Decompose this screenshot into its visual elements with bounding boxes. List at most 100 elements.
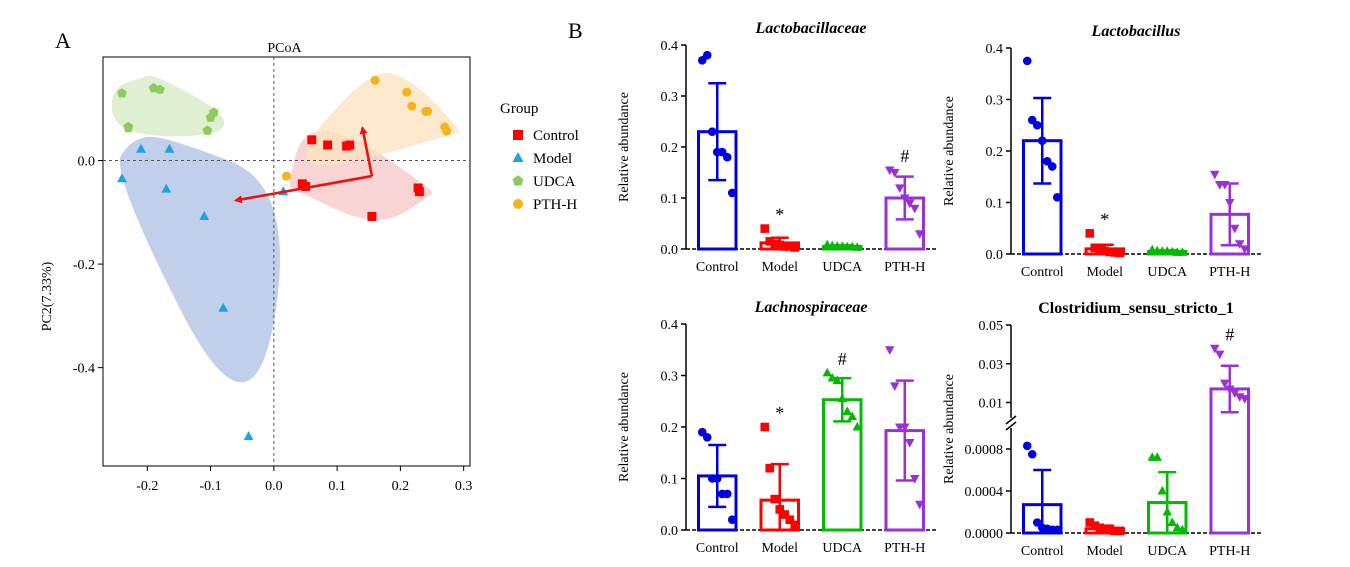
point-control [307,135,317,145]
data-point-pth-h [1215,350,1225,360]
y-tick-label: 0.0004 [965,485,1004,500]
significance-mark-model: * [1100,209,1109,229]
y-axis-label: PC2(7.33%) [40,261,55,331]
legend-marker-model [512,152,524,162]
bar-chart-clostridium: 0.0000 0.0004 0.0008 0.01 0.03 0.05 Control Mod… [942,300,1261,559]
bar-chart-lachnospiraceae: 0.0 0.1 0.2 0.3 0.4 Control Model * UDCA # PTH-H La… [617,299,936,556]
point-udca [123,122,134,133]
x-tick-label-pth-h: PTH-H [884,541,925,556]
data-point-model [1105,525,1115,535]
data-point-control [722,489,732,499]
panel-label-b: B [568,18,583,43]
data-point-control [722,152,732,162]
data-point-control [707,127,717,136]
x-tick-label-pth-h: PTH-H [1209,544,1250,559]
data-point-pth-h [1220,379,1230,389]
data-point-control [1047,162,1057,171]
y-tick-label: 0.4 [986,42,1004,57]
data-point-model [765,237,775,246]
y-tick-label: 0.0008 [965,443,1004,458]
data-point-model [780,510,790,519]
legend-label-pth-h: PTH-H [533,197,577,213]
x-tick-label-model: Model [1086,265,1123,280]
data-point-model [1100,246,1110,256]
significance-mark-model: * [775,205,784,225]
data-point-udca [1177,247,1187,256]
point-model [161,183,172,193]
x-tick-label-udca: UDCA [1147,544,1188,559]
data-point-pth-h [910,204,920,214]
x-tick-label-udca: UDCA [1147,265,1188,280]
chart-title: Lachnospiraceae [754,299,868,316]
data-point-udca [1162,506,1172,516]
point-udca [202,125,213,135]
data-point-pth-h [1220,181,1230,190]
x-tick-label-control: Control [1021,265,1064,280]
data-point-udca [1157,485,1167,495]
data-point-udca [832,375,842,385]
legend-marker-control [513,130,523,140]
point-pth-h [407,101,417,111]
data-point-udca [852,421,862,431]
data-point-model [765,463,775,473]
data-point-model [1110,248,1120,257]
data-point-pth-h [1230,224,1240,234]
data-point-model [1100,525,1110,535]
data-point-control [1052,525,1062,535]
point-pth-h [282,171,291,181]
y-axis-label: Relative abundance [942,96,957,206]
y-tick-label: -0.4 [73,362,95,377]
x-tick-label: -0.1 [199,479,221,494]
y-tick-label: 0.4 [661,39,679,54]
data-point-control [702,433,712,442]
x-tick-label-control: Control [696,541,739,556]
data-point-control [1052,193,1062,202]
data-point-model [1110,526,1120,536]
data-point-control [727,515,737,524]
y-tick-label: 0.0 [661,524,679,539]
significance-mark-model: * [775,403,784,423]
legend-label-udca: UDCA [533,174,576,190]
data-point-pth-h [895,184,905,193]
y-tick-label: 0.2 [986,145,1004,160]
data-point-udca [827,372,837,382]
y-tick-label: 0.01 [979,397,1004,412]
point-control [323,140,333,150]
data-point-model [1090,521,1100,530]
data-point-pth-h [915,500,925,510]
significance-mark-pth-h: # [1225,324,1234,344]
legend-marker-udca [512,175,524,186]
data-point-pth-h [905,439,915,448]
x-tick-label: 0.0 [265,479,283,494]
point-model [164,143,175,153]
y-tick-label: 0.0000 [965,527,1004,542]
data-point-model [1095,245,1105,255]
point-control [367,211,377,221]
x-tick-label-udca: UDCA [822,260,863,275]
data-point-model [1115,526,1125,536]
chart-title: Clostridium_sensu_stricto_1 [1038,300,1234,317]
data-point-pth-h [1210,344,1220,354]
chart-title: Lactobacillus [1091,23,1181,40]
y-tick-label: 0.3 [661,90,679,105]
data-point-control [1032,120,1042,130]
data-point-pth-h [885,166,895,176]
y-tick-label: 0.0 [661,243,679,258]
data-point-pth-h [900,423,910,433]
point-model [218,302,229,312]
significance-mark-udca: # [838,349,847,369]
y-tick-label: 0.1 [661,192,679,207]
point-model [136,143,146,153]
y-tick-label: 0.3 [661,370,679,385]
data-point-model [760,422,770,432]
y-axis-label: Relative abundance [617,92,632,202]
data-point-pth-h [885,346,895,355]
point-udca [155,84,165,94]
data-point-control [1022,56,1032,66]
y-tick-label: -0.2 [73,258,95,273]
point-control [414,187,424,197]
legend-title: Group [500,101,538,117]
y-tick-label: 0.2 [661,141,679,156]
x-tick-label: 0.3 [455,479,473,494]
bar-chart-lactobacillus: 0.0 0.1 0.2 0.3 0.4 Control Model * UDCA PTH-H Lac… [942,23,1261,280]
